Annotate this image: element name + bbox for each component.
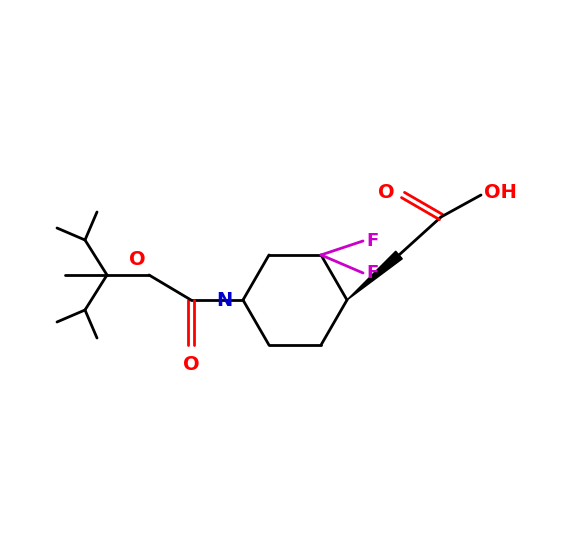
Text: O: O (183, 355, 199, 374)
Text: OH: OH (484, 183, 517, 203)
Polygon shape (347, 251, 402, 300)
Text: N: N (217, 291, 233, 309)
Text: F: F (366, 232, 378, 250)
Text: F: F (366, 264, 378, 282)
Text: O: O (130, 250, 146, 269)
Text: O: O (378, 183, 395, 203)
